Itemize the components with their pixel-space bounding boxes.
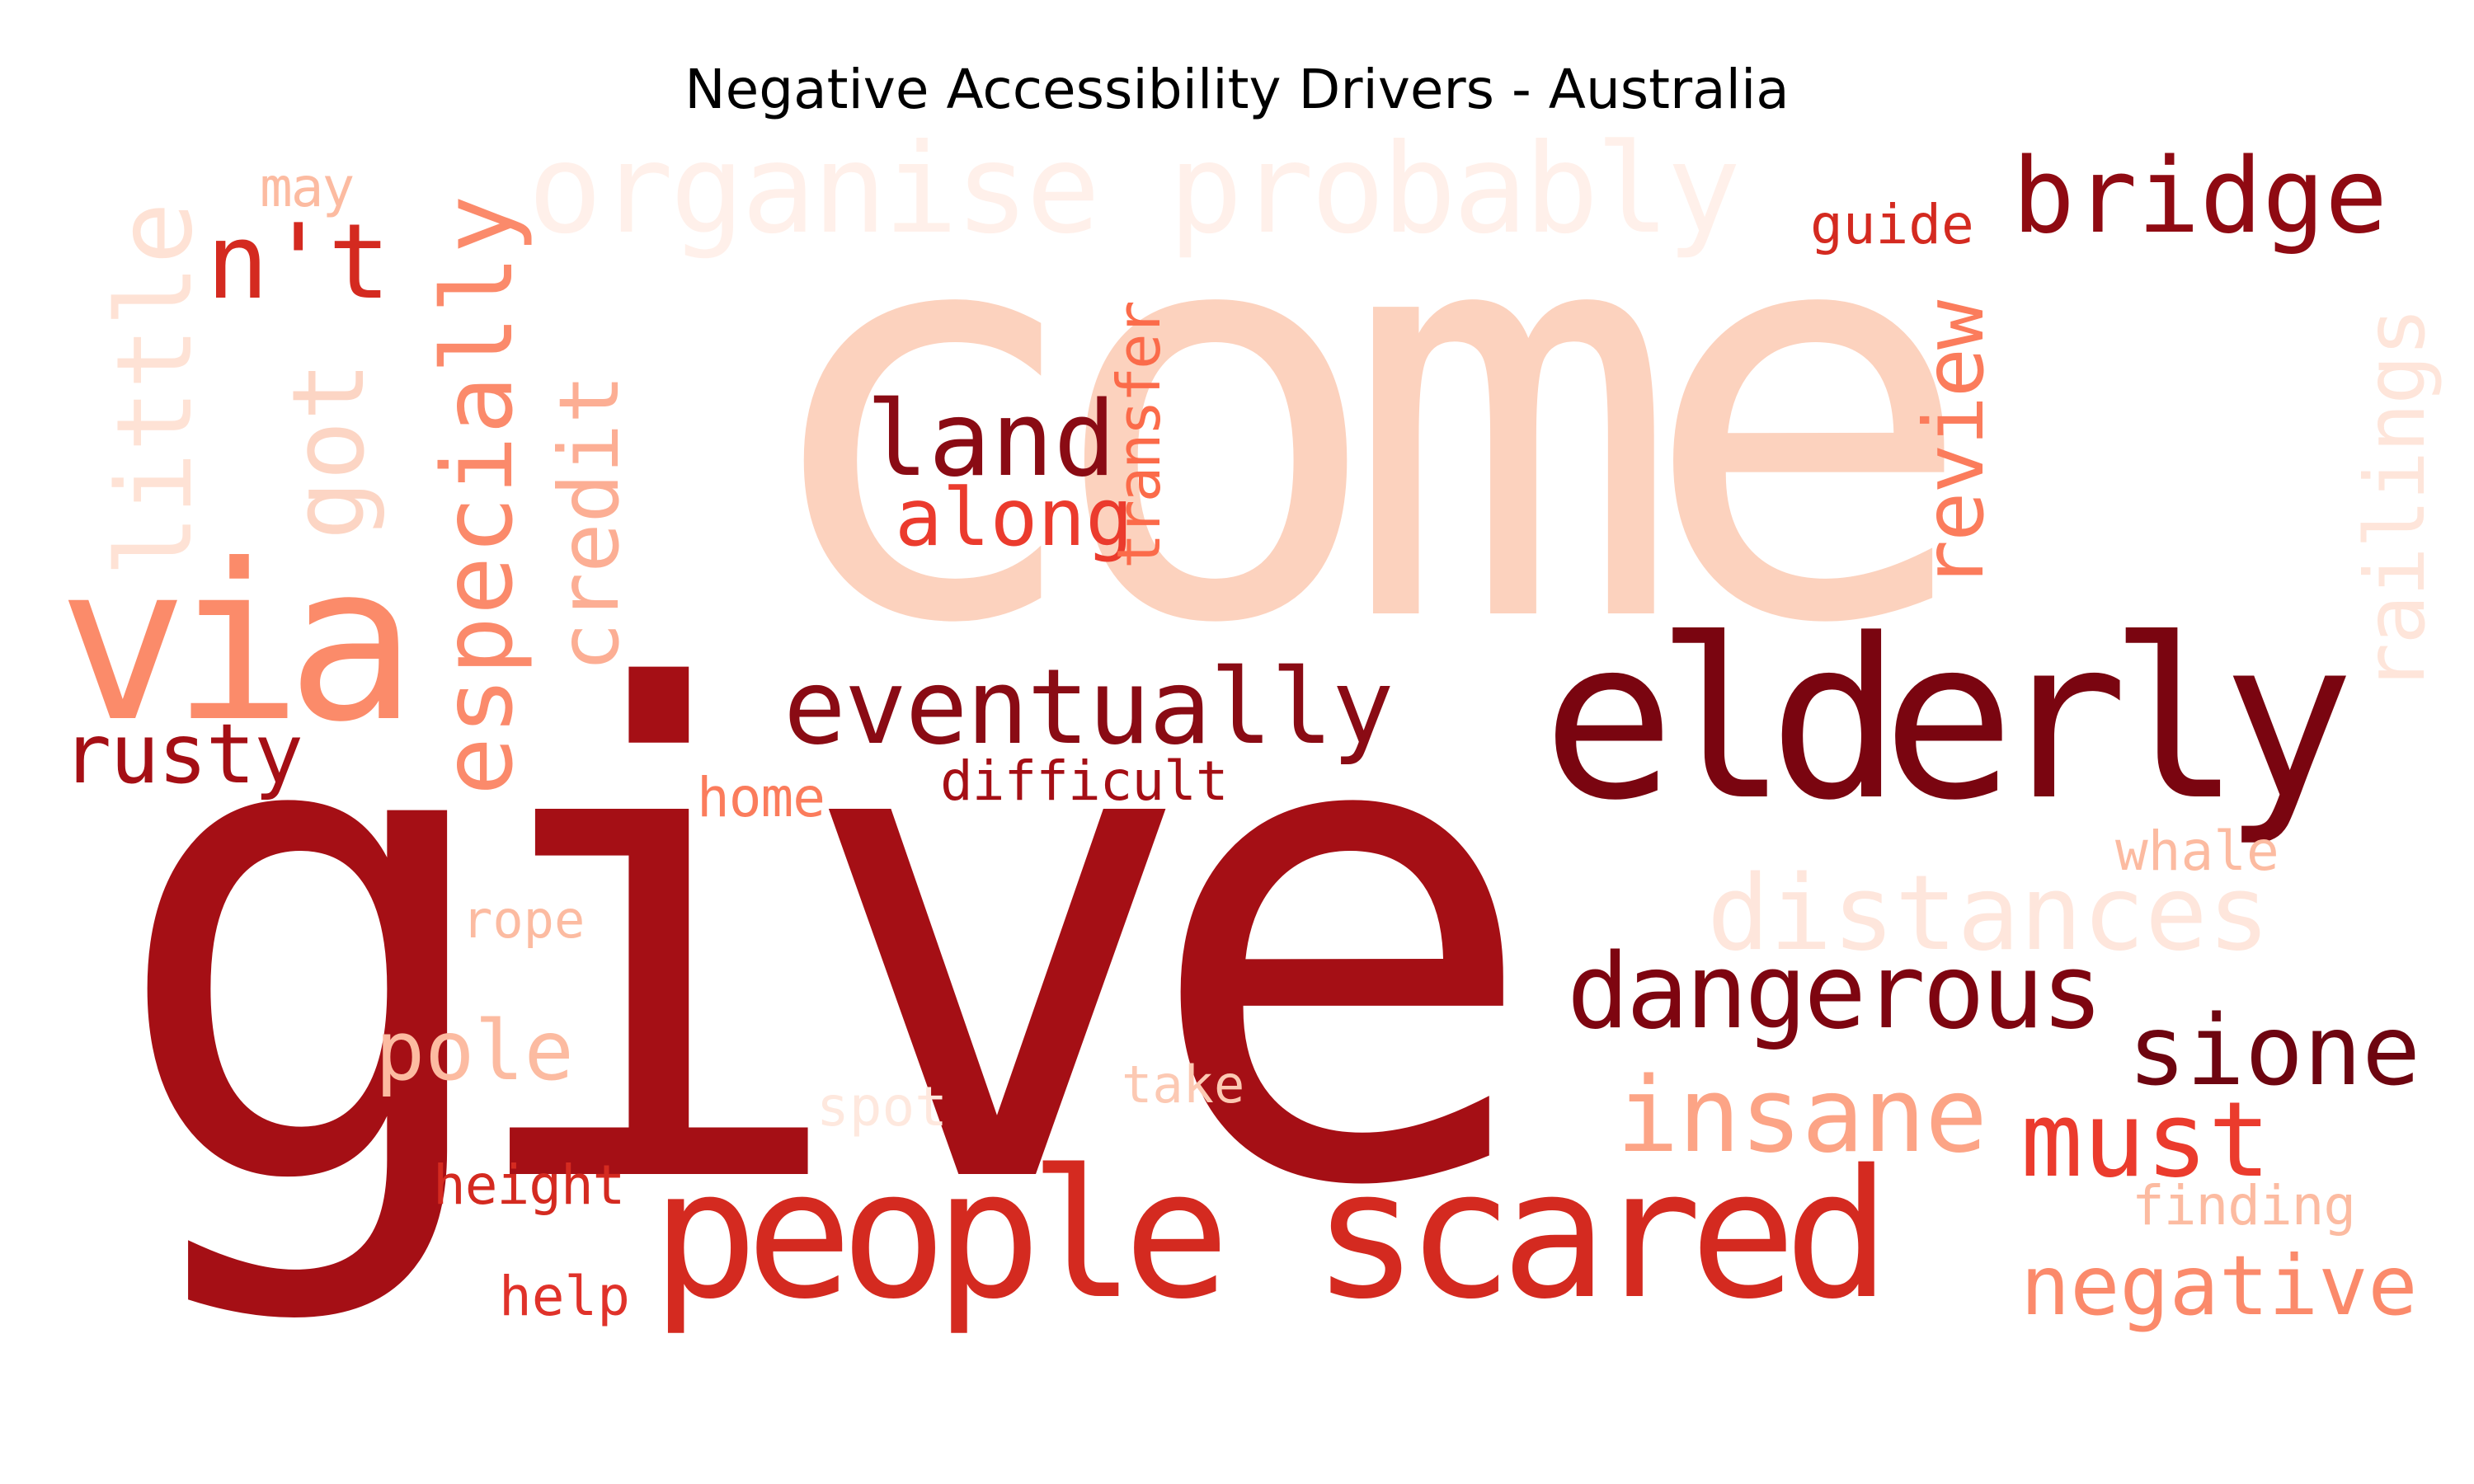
word-home: home [697,766,825,829]
word-spot: spot [816,1075,948,1139]
word-especially: especially [421,193,534,796]
word-organise-probably: organise probably [528,118,1741,261]
word-rusty: rusty [62,706,303,802]
word-bridge: bridge [2012,135,2388,256]
word-along: along [895,472,1133,564]
word-eventually: eventually [783,646,1395,768]
word-may: may [260,156,355,219]
word-insane: insane [1616,1054,1987,1176]
word-finding: finding [2132,1174,2356,1237]
word-credit: credit [541,373,637,672]
word-distances: distances [1707,852,2270,974]
word-height: height [433,1153,625,1217]
word-got: got [272,361,387,540]
word-rope: rope [462,890,586,950]
word-whale: whale [2115,819,2279,883]
word-little: little [94,201,215,577]
word-give: give [107,555,1543,1332]
chart-title: Negative Accessibility Drivers - Austral… [684,58,1790,121]
word-pole: pole [375,1003,574,1099]
word-help: help [499,1265,630,1328]
word-via: via [58,518,416,769]
word-dangerous: dangerous [1567,931,2104,1052]
word-nt: n't [206,201,391,322]
word-take: take [1122,1054,1245,1115]
word-must: must [2020,1079,2271,1200]
word-negative: negative [2020,1237,2418,1334]
word-come: come [750,94,1978,746]
word-people-scared: people scared [651,1131,1891,1338]
word-railings: railings [2347,308,2443,693]
word-transfer: transfer [1104,303,1174,569]
word-elderly: elderly [1542,592,2354,849]
word-review: review [1906,301,2002,589]
word-land: land [866,378,1117,500]
word-difficult: difficult [940,749,1229,813]
word-guide: guide [1810,193,1974,256]
word-sione: sione [2128,993,2421,1107]
